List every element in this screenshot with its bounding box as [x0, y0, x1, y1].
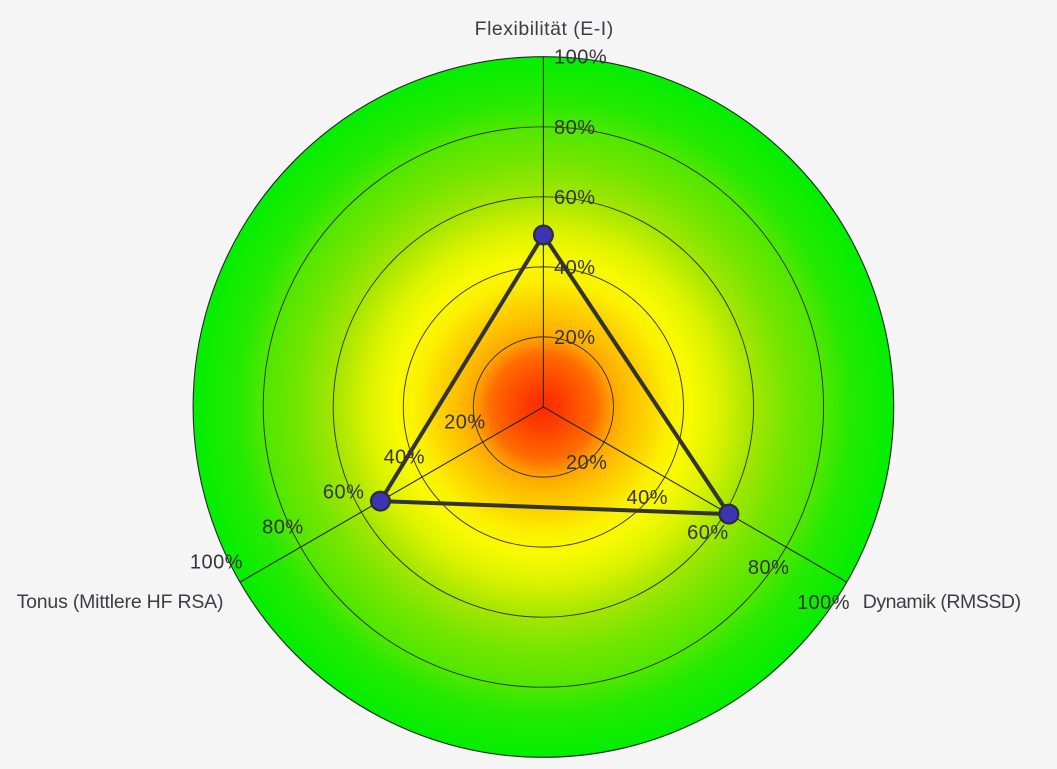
- svg-text:20%: 20%: [554, 327, 596, 349]
- svg-text:Tonus (Mittlere HF RSA): Tonus (Mittlere HF RSA): [17, 591, 224, 613]
- svg-text:Flexibilität (E-I): Flexibilität (E-I): [475, 18, 614, 40]
- svg-text:20%: 20%: [444, 412, 486, 434]
- svg-text:40%: 40%: [554, 257, 596, 279]
- svg-text:60%: 60%: [323, 482, 365, 504]
- svg-text:60%: 60%: [554, 187, 596, 209]
- svg-text:80%: 80%: [554, 117, 596, 139]
- svg-text:Dynamik (RMSSD): Dynamik (RMSSD): [863, 591, 1021, 613]
- svg-text:80%: 80%: [748, 557, 790, 579]
- svg-text:80%: 80%: [262, 517, 304, 539]
- svg-text:20%: 20%: [566, 452, 608, 474]
- svg-text:100%: 100%: [797, 592, 850, 614]
- svg-text:60%: 60%: [687, 522, 729, 544]
- svg-text:40%: 40%: [384, 447, 426, 469]
- svg-text:100%: 100%: [554, 47, 607, 69]
- svg-text:100%: 100%: [190, 552, 243, 574]
- svg-text:40%: 40%: [626, 487, 668, 509]
